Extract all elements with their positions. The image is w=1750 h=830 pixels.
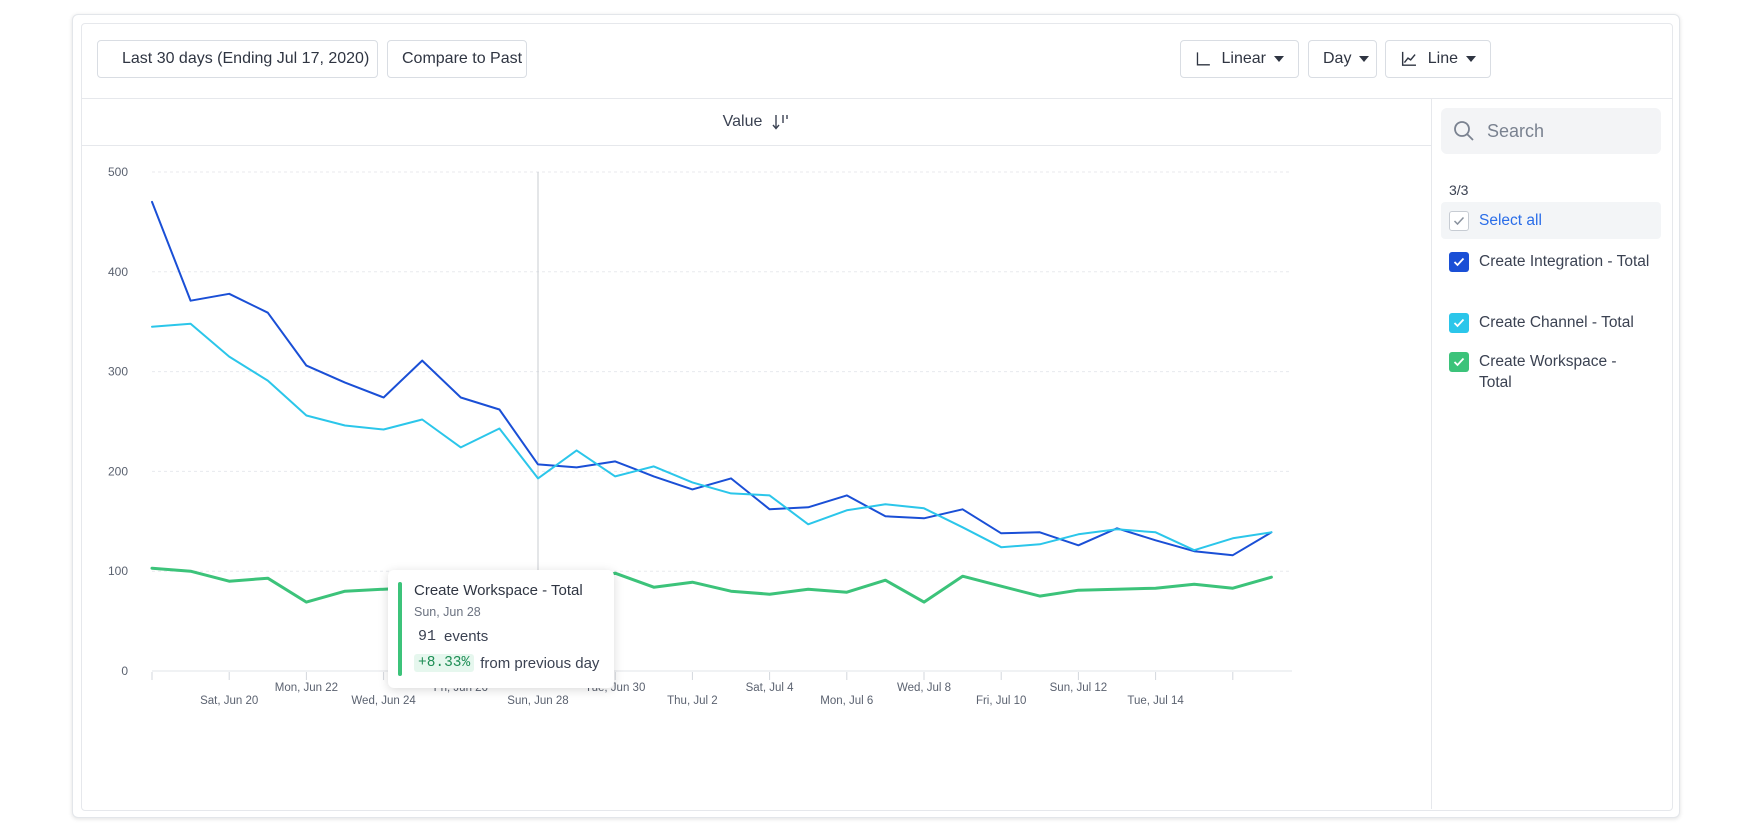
interval-label: Day (1323, 50, 1352, 67)
x-tick-label: Sat, Jul 4 (746, 682, 795, 694)
x-tick-label: Sat, Jun 20 (200, 695, 258, 707)
line-chart[interactable]: 0 100 200 300 400 500 Sat, Jun 20 Mon, Jun 22 We… (82, 98, 1431, 809)
value-header-label: Value (722, 112, 763, 130)
scale-label: Linear (1221, 50, 1266, 67)
select-all-checkbox[interactable]: Select all (1441, 202, 1661, 239)
report-panel: Last 30 days (Ending Jul 17, 2020) Compa… (81, 23, 1673, 811)
y-tick-label: 200 (108, 464, 128, 478)
checkbox[interactable] (1449, 313, 1469, 333)
checkbox[interactable] (1449, 252, 1469, 272)
x-tick-label: Mon, Jul 6 (820, 695, 873, 707)
tooltip-change-value: +8.33% (414, 654, 475, 672)
tooltip-events-value: 91 (418, 628, 437, 645)
interval-dropdown[interactable]: Day (1308, 40, 1377, 78)
checkbox[interactable] (1449, 211, 1469, 231)
legend-item-create-channel[interactable]: Create Channel - Total (1441, 304, 1661, 341)
y-tick-label: 0 (121, 664, 128, 678)
toolbar: Last 30 days (Ending Jul 17, 2020) Compa… (82, 24, 1672, 99)
y-tick-label: 300 (108, 365, 128, 379)
value-column-header[interactable]: Value (82, 98, 1431, 146)
scale-dropdown[interactable]: Linear (1180, 40, 1299, 78)
legend-panel: 3/3 Select all Create Integration - Tota… (1431, 98, 1672, 809)
search-input[interactable] (1485, 119, 1649, 143)
y-tick-label: 100 (108, 564, 128, 578)
data-tooltip: Create Workspace - Total Sun, Jun 28 91 … (388, 570, 614, 688)
series-line-1 (151, 322, 1273, 552)
chevron-down-icon (1359, 56, 1370, 62)
x-tick-label: Wed, Jun 24 (351, 695, 416, 707)
x-tick-label: Mon, Jun 22 (275, 682, 338, 694)
legend-item-label: Create Integration - Total (1479, 253, 1650, 270)
x-tick-label: Thu, Jul 2 (667, 695, 718, 707)
legend-item-create-workspace[interactable]: Create Workspace - Total (1441, 343, 1661, 401)
legend-item-label: Create Workspace - Total (1479, 353, 1617, 391)
select-all-label: Select all (1479, 212, 1542, 229)
tooltip-title: Create Workspace - Total (414, 582, 583, 599)
check-icon (1453, 357, 1465, 367)
series-line-0 (151, 200, 1273, 557)
series-count: 3/3 (1449, 182, 1469, 198)
axis-scale-icon (1196, 52, 1210, 66)
chevron-down-icon (1466, 56, 1476, 62)
check-icon (1453, 257, 1465, 267)
check-icon (1453, 216, 1465, 226)
tooltip-date: Sun, Jun 28 (414, 605, 481, 619)
checkbox[interactable] (1449, 352, 1469, 372)
x-tick-label: Sun, Jul 12 (1050, 682, 1108, 694)
tooltip-events-row: 91 events (414, 628, 602, 645)
tooltip-change-label: from previous day (480, 654, 600, 672)
legend-item-label: Create Channel - Total (1479, 314, 1634, 331)
series-line-2 (150, 566, 1273, 604)
chevron-down-icon (1274, 56, 1284, 62)
sort-icon (772, 114, 789, 130)
x-tick-label: Tue, Jul 14 (1127, 695, 1184, 707)
line-chart-icon (1401, 51, 1416, 66)
chart-type-dropdown[interactable]: Line (1385, 40, 1491, 78)
check-icon (1453, 318, 1465, 328)
x-tick-label: Sun, Jun 28 (507, 695, 568, 707)
tooltip-change-row: +8.33% from previous day (414, 654, 602, 672)
x-tick-label: Fri, Jul 10 (976, 695, 1026, 707)
compare-to-past-button[interactable]: Compare to Past (387, 40, 527, 78)
date-range-label: Last 30 days (Ending Jul 17, 2020) (122, 50, 370, 67)
y-tick-label: 500 (108, 165, 128, 179)
x-tick-label: Wed, Jul 8 (897, 682, 951, 694)
tooltip-events-label: events (444, 628, 489, 645)
date-range-button[interactable]: Last 30 days (Ending Jul 17, 2020) (97, 40, 378, 78)
y-tick-label: 400 (108, 265, 128, 279)
tooltip-series-color-bar (398, 582, 402, 676)
legend-search[interactable] (1441, 108, 1661, 154)
chart-type-label: Line (1427, 50, 1458, 67)
compare-label: Compare to Past (402, 50, 523, 67)
legend-item-create-integration[interactable]: Create Integration - Total (1441, 243, 1661, 280)
plot-area: Value 0 100 200 300 400 500 Sat, Jun 20 Mon, Ju… (82, 98, 1432, 809)
report-card: Last 30 days (Ending Jul 17, 2020) Compa… (72, 14, 1680, 818)
search-icon (1454, 121, 1474, 141)
